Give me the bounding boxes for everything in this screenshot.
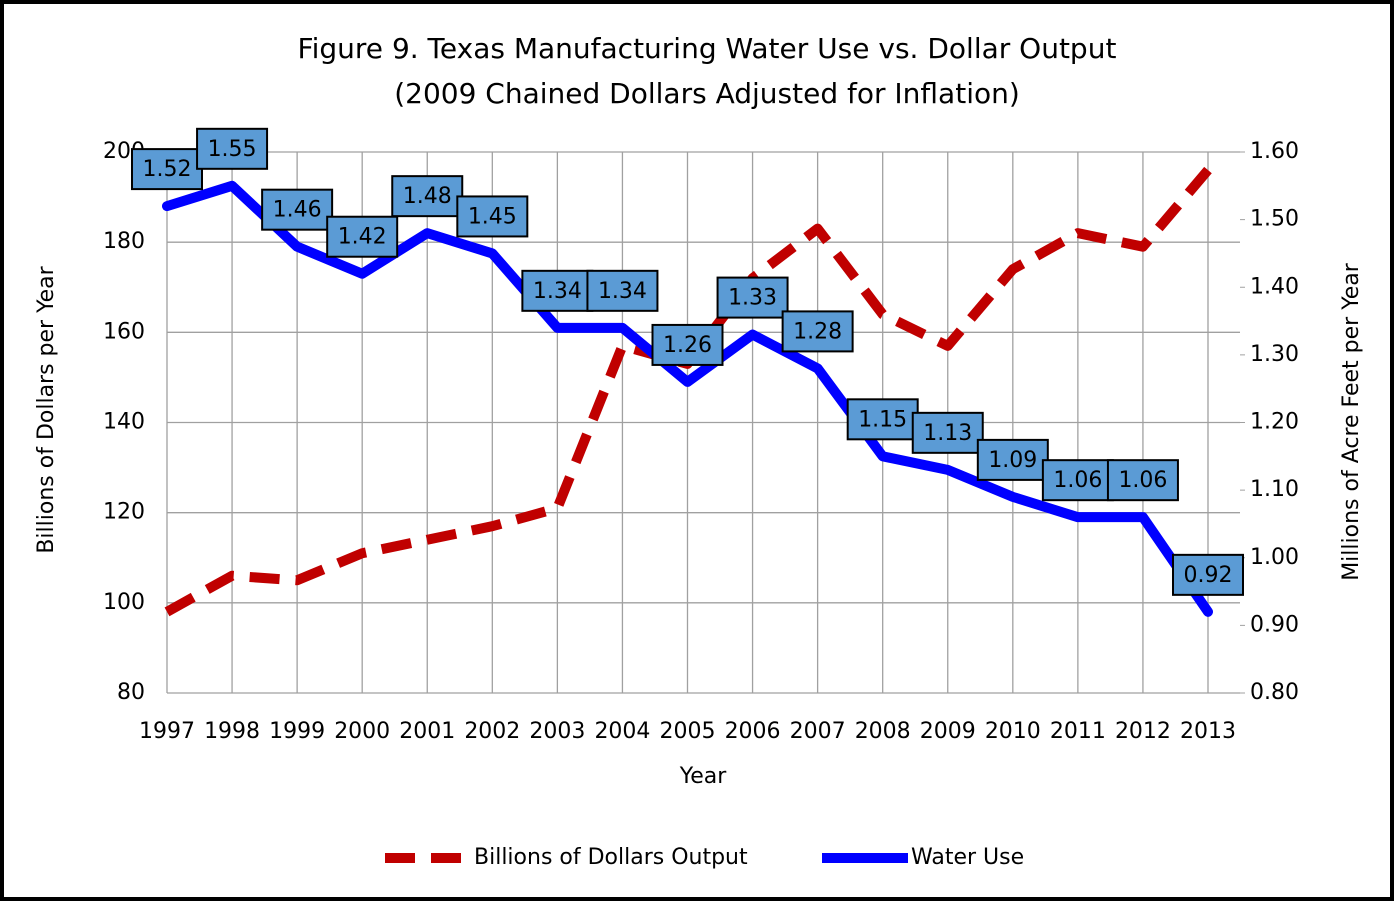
data-label: 1.45 xyxy=(468,204,517,229)
y2-axis-title: Millions of Acre Feet per Year xyxy=(1339,262,1364,581)
data-label-box xyxy=(521,269,594,312)
data-label: 1.48 xyxy=(403,184,452,209)
data-label: 1.15 xyxy=(858,407,907,432)
y2-tick-label: 1.60 xyxy=(1250,139,1299,164)
data-label-box xyxy=(586,269,659,312)
y2-tick-label: 1.20 xyxy=(1250,410,1299,435)
y2-tick-label: 0.90 xyxy=(1250,612,1299,637)
legend-label: Billions of Dollars Output xyxy=(474,845,748,870)
x-tick-label: 2009 xyxy=(920,719,976,744)
data-label: 1.06 xyxy=(1053,468,1102,493)
x-tick-label: 2008 xyxy=(855,719,911,744)
y2-tick-label: 1.40 xyxy=(1250,274,1299,299)
data-label: 1.34 xyxy=(598,279,647,304)
data-label-box xyxy=(781,310,854,353)
data-label-box xyxy=(846,398,919,441)
data-label: 1.26 xyxy=(663,333,712,358)
x-tick-label: 2013 xyxy=(1180,719,1236,744)
data-label-box xyxy=(391,175,464,218)
y2-tick-label: 1.30 xyxy=(1250,342,1299,367)
x-tick-label: 2012 xyxy=(1115,719,1171,744)
y-tick-label: 160 xyxy=(103,319,145,344)
x-tick-label: 1999 xyxy=(269,719,325,744)
data-label: 1.42 xyxy=(338,225,387,250)
data-label: 1.55 xyxy=(208,137,257,162)
x-tick-label: 2002 xyxy=(464,719,520,744)
data-label: 1.52 xyxy=(143,157,192,182)
data-label: 1.06 xyxy=(1118,468,1167,493)
x-tick-label: 2001 xyxy=(399,719,455,744)
data-label-box xyxy=(976,438,1049,481)
data-label-box xyxy=(1106,459,1179,502)
data-label: 1.34 xyxy=(533,279,582,304)
x-tick-label: 2010 xyxy=(985,719,1041,744)
y2-tick-label: 1.50 xyxy=(1250,207,1299,232)
data-label: 1.13 xyxy=(923,421,972,446)
y-axis-title: Billions of Dollars per Year xyxy=(34,265,59,553)
chart-title: Figure 9. Texas Manufacturing Water Use … xyxy=(298,32,1117,65)
data-label: 1.09 xyxy=(988,448,1037,473)
y-tick-label: 100 xyxy=(103,590,145,615)
chart-subtitle: (2009 Chained Dollars Adjusted for Infla… xyxy=(394,77,1020,110)
x-axis-title: Year xyxy=(679,764,728,789)
x-tick-label: 2007 xyxy=(790,719,846,744)
data-label-box xyxy=(716,276,789,319)
legend-label: Water Use xyxy=(911,845,1024,870)
data-label-box xyxy=(911,411,984,454)
y-tick-label: 120 xyxy=(103,500,145,525)
data-label-box xyxy=(1041,459,1114,502)
y2-tick-label: 0.80 xyxy=(1250,680,1299,705)
y-tick-label: 80 xyxy=(117,680,145,705)
x-tick-label: 2000 xyxy=(334,719,390,744)
x-tick-label: 2006 xyxy=(725,719,781,744)
y2-tick-label: 1.10 xyxy=(1250,477,1299,502)
data-label-box xyxy=(326,215,399,258)
x-tick-label: 2004 xyxy=(594,719,650,744)
data-label: 0.92 xyxy=(1184,563,1233,588)
x-tick-label: 1998 xyxy=(204,719,260,744)
y-tick-label: 140 xyxy=(103,410,145,435)
data-label-box xyxy=(131,148,203,191)
data-label: 1.28 xyxy=(793,319,842,344)
data-label-box xyxy=(1172,553,1244,596)
data-label: 1.46 xyxy=(273,198,322,223)
data-label-box xyxy=(456,195,529,238)
y2-tick-label: 1.00 xyxy=(1250,545,1299,570)
x-tick-label: 2003 xyxy=(529,719,585,744)
y-tick-label: 180 xyxy=(103,229,145,254)
series-line xyxy=(162,180,1213,617)
data-label-box xyxy=(261,188,334,231)
data-label-box xyxy=(651,323,724,366)
x-tick-label: 2005 xyxy=(660,719,716,744)
data-label: 1.33 xyxy=(728,286,777,311)
x-tick-label: 2011 xyxy=(1050,719,1106,744)
x-tick-label: 1997 xyxy=(139,719,195,744)
data-label-box xyxy=(196,127,269,170)
